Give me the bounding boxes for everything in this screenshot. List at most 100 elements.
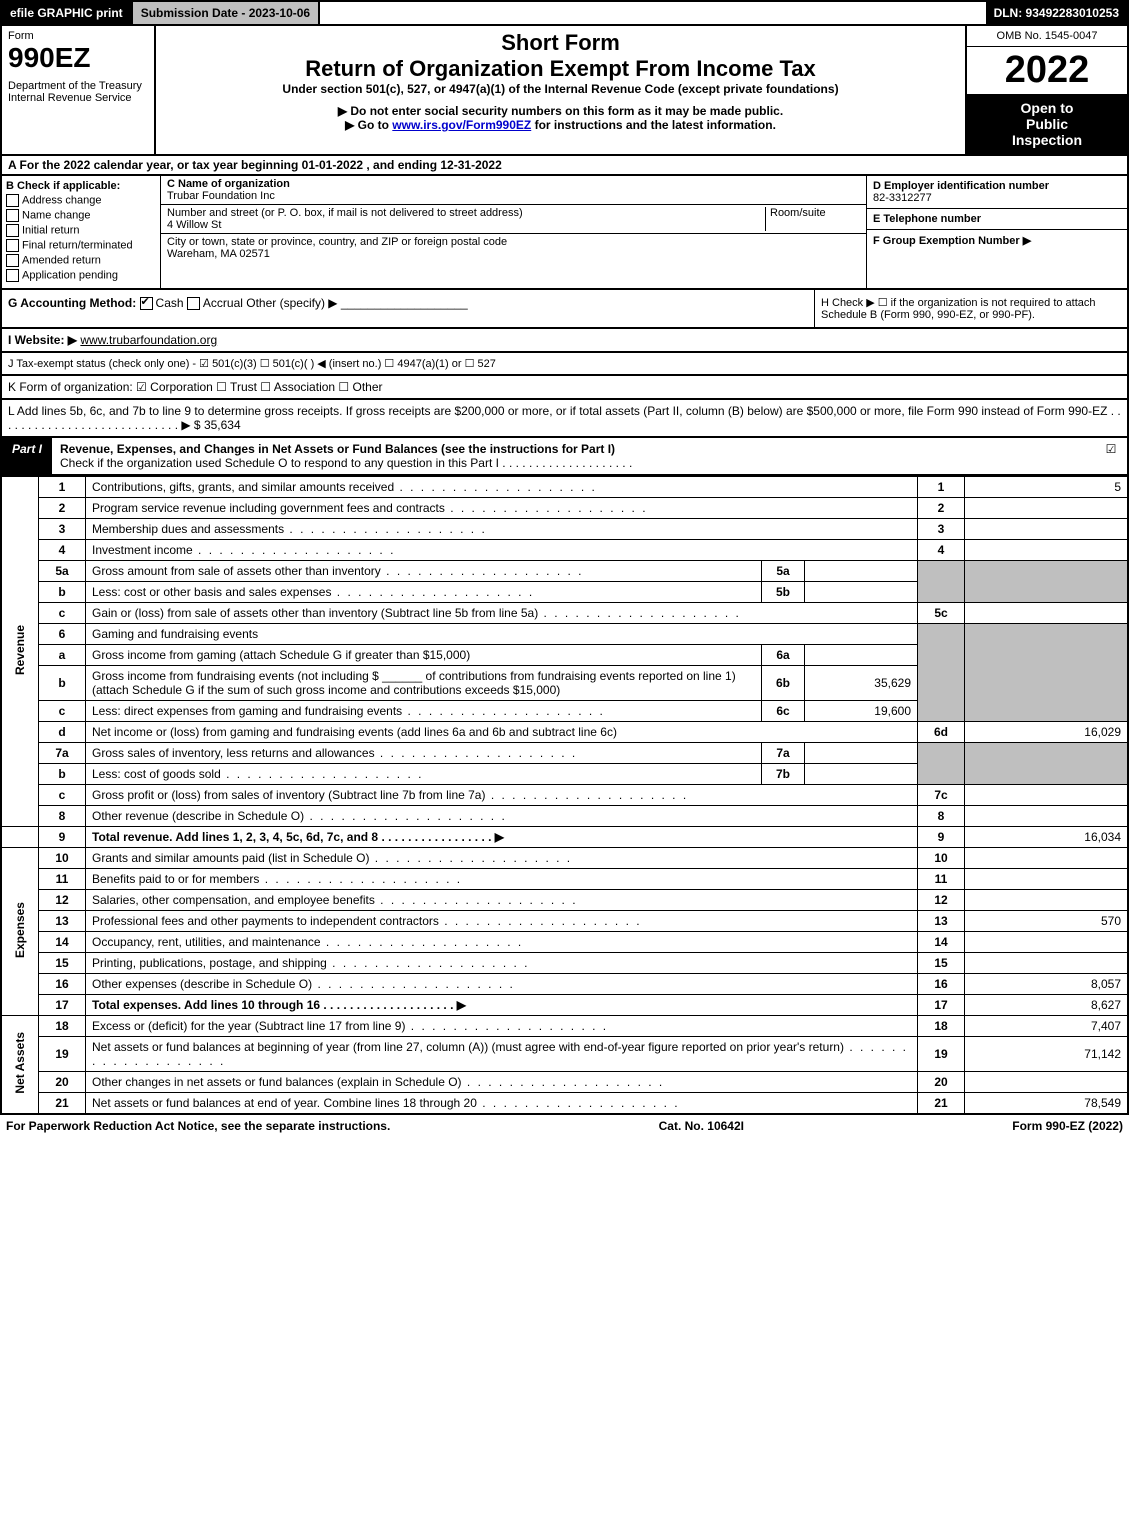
line-11-desc: Benefits paid to or for members: [92, 872, 462, 886]
website-value[interactable]: www.trubarfoundation.org: [80, 333, 217, 347]
section-k: K Form of organization: ☑ Corporation ☐ …: [0, 376, 1129, 400]
org-city: Wareham, MA 02571: [167, 248, 270, 260]
line-18-box: 18: [918, 1016, 965, 1037]
line-3-box: 3: [918, 519, 965, 540]
line-1-desc: Contributions, gifts, grants, and simila…: [92, 480, 597, 494]
g-cash: Cash: [156, 296, 184, 310]
line-13-desc: Professional fees and other payments to …: [92, 914, 642, 928]
line-10-no: 10: [39, 848, 86, 869]
g-accrual: Accrual: [203, 296, 243, 310]
short-form-title: Short Form: [162, 30, 959, 56]
line-18-amount: 7,407: [965, 1016, 1129, 1037]
irs-link[interactable]: www.irs.gov/Form990EZ: [392, 118, 531, 132]
line-4-desc: Investment income: [92, 543, 395, 557]
line-2-amount: [965, 498, 1129, 519]
instruction-2: ▶ Go to www.irs.gov/Form990EZ for instru…: [162, 118, 959, 132]
column-def: D Employer identification number 82-3312…: [867, 176, 1127, 288]
line-6b-desc: Gross income from fundraising events (no…: [86, 666, 762, 701]
line-15-box: 15: [918, 953, 965, 974]
check-address-change[interactable]: Address change: [6, 194, 156, 207]
c-city-block: City or town, state or province, country…: [161, 234, 866, 262]
l-value: 35,634: [204, 418, 241, 432]
row-a-tax-year: A For the 2022 calendar year, or tax yea…: [0, 156, 1129, 176]
line-2-desc: Program service revenue including govern…: [92, 501, 648, 515]
line-20-amount: [965, 1072, 1129, 1093]
line-11-box: 11: [918, 869, 965, 890]
line-5c-no: c: [39, 603, 86, 624]
expenses-side-label: Expenses: [1, 848, 39, 1016]
header-left: Form 990EZ Department of the Treasury In…: [2, 26, 156, 154]
check-cash[interactable]: [140, 297, 153, 310]
check-initial-return[interactable]: Initial return: [6, 224, 156, 237]
f-label: F Group Exemption Number ▶: [873, 235, 1031, 247]
line-7b-subval: [805, 764, 918, 785]
line-16-box: 16: [918, 974, 965, 995]
revenue-side-blank: [1, 827, 39, 848]
footer-right: Form 990-EZ (2022): [1012, 1119, 1123, 1133]
line-6d-no: d: [39, 722, 86, 743]
line-21-desc: Net assets or fund balances at end of ye…: [92, 1096, 680, 1110]
line-12-no: 12: [39, 890, 86, 911]
line-7c-box: 7c: [918, 785, 965, 806]
top-bar-spacer: [320, 2, 985, 24]
line-5b-no: b: [39, 582, 86, 603]
form-header: Form 990EZ Department of the Treasury In…: [0, 26, 1129, 156]
check-accrual[interactable]: [187, 297, 200, 310]
inspection-2: Public: [1026, 116, 1068, 132]
part-i-check[interactable]: ☑: [1095, 438, 1127, 474]
line-10-amount: [965, 848, 1129, 869]
check-application-pending[interactable]: Application pending: [6, 269, 156, 282]
column-c: C Name of organization Trubar Foundation…: [161, 176, 867, 288]
instr2-post: for instructions and the latest informat…: [531, 118, 776, 132]
opt-address: Address change: [22, 194, 102, 206]
g-other: Other (specify) ▶: [246, 296, 337, 310]
line-18-desc: Excess or (deficit) for the year (Subtra…: [92, 1019, 608, 1033]
room-suite-label: Room/suite: [765, 207, 860, 231]
check-name-change[interactable]: Name change: [6, 209, 156, 222]
shade-5: [918, 561, 965, 603]
efile-label[interactable]: efile GRAPHIC print: [2, 2, 133, 24]
line-1-no: 1: [39, 477, 86, 498]
line-6a-sub: 6a: [762, 645, 805, 666]
line-7a-desc: Gross sales of inventory, less returns a…: [92, 746, 577, 760]
line-6-no: 6: [39, 624, 86, 645]
section-l: L Add lines 5b, 6c, and 7b to line 9 to …: [0, 400, 1129, 438]
shade-7: [918, 743, 965, 785]
shade-5-amt: [965, 561, 1129, 603]
line-18-no: 18: [39, 1016, 86, 1037]
line-7b-no: b: [39, 764, 86, 785]
column-g: G Accounting Method: Cash Accrual Other …: [2, 290, 814, 327]
omb-number: OMB No. 1545-0047: [967, 26, 1127, 47]
opt-amended: Amended return: [22, 254, 101, 266]
line-4-amount: [965, 540, 1129, 561]
line-21-no: 21: [39, 1093, 86, 1115]
section-d: D Employer identification number 82-3312…: [867, 176, 1127, 209]
check-amended-return[interactable]: Amended return: [6, 254, 156, 267]
line-6b-no: b: [39, 666, 86, 701]
c-city-label: City or town, state or province, country…: [167, 236, 507, 248]
line-9-desc: Total revenue. Add lines 1, 2, 3, 4, 5c,…: [92, 830, 504, 844]
line-15-no: 15: [39, 953, 86, 974]
line-6d-amount: 16,029: [965, 722, 1129, 743]
line-3-desc: Membership dues and assessments: [92, 522, 487, 536]
line-9-amount: 16,034: [965, 827, 1129, 848]
line-6c-no: c: [39, 701, 86, 722]
dept-label: Department of the Treasury: [8, 80, 148, 92]
line-11-no: 11: [39, 869, 86, 890]
line-5b-sub: 5b: [762, 582, 805, 603]
line-3-no: 3: [39, 519, 86, 540]
check-final-return[interactable]: Final return/terminated: [6, 239, 156, 252]
line-16-no: 16: [39, 974, 86, 995]
opt-pending: Application pending: [22, 269, 118, 281]
form-number: 990EZ: [8, 42, 148, 74]
c-addr-block: Number and street (or P. O. box, if mail…: [161, 205, 866, 234]
line-7c-desc: Gross profit or (loss) from sales of inv…: [92, 788, 688, 802]
irs-label: Internal Revenue Service: [8, 92, 148, 104]
line-21-box: 21: [918, 1093, 965, 1115]
line-7c-no: c: [39, 785, 86, 806]
footer-left: For Paperwork Reduction Act Notice, see …: [6, 1119, 390, 1133]
line-8-no: 8: [39, 806, 86, 827]
e-label: E Telephone number: [873, 213, 981, 225]
page-footer: For Paperwork Reduction Act Notice, see …: [0, 1115, 1129, 1137]
revenue-side-label: Revenue: [1, 477, 39, 827]
